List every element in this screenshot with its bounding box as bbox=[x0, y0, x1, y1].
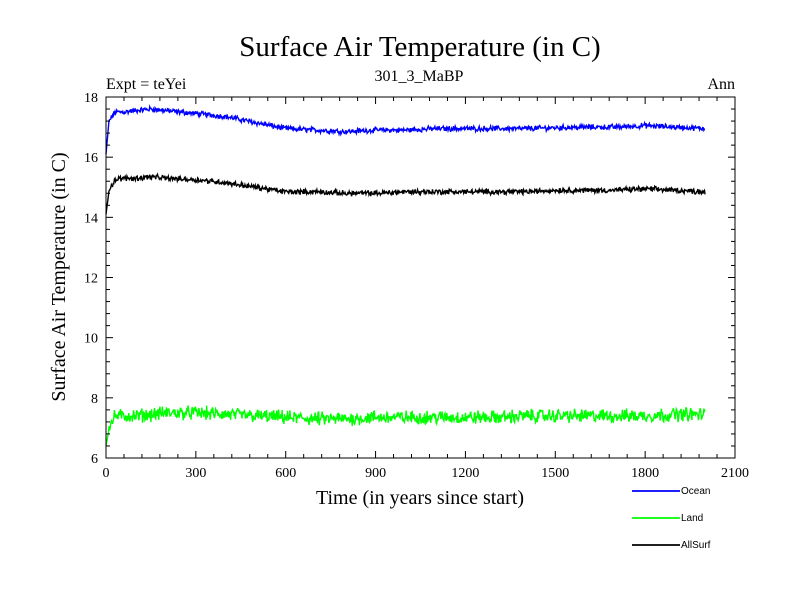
legend-label-allsurf: AllSurf bbox=[681, 540, 711, 551]
season-label: Ann bbox=[707, 76, 735, 93]
y-tick-label: 12 bbox=[84, 272, 98, 287]
run-label: 301_3_MaBP bbox=[375, 68, 464, 85]
y-axis-label: Surface Air Temperature (in C) bbox=[48, 152, 70, 401]
x-tick-label: 1500 bbox=[541, 466, 569, 481]
x-tick-label: 1800 bbox=[631, 466, 659, 481]
chart-title: Surface Air Temperature (in C) bbox=[239, 31, 600, 63]
series-layer bbox=[105, 104, 706, 447]
y-tick-label: 6 bbox=[91, 452, 98, 467]
series-line-allsurf bbox=[105, 172, 706, 215]
x-axis-label: Time (in years since start) bbox=[316, 487, 524, 509]
experiment-label: Expt = teYei bbox=[106, 76, 187, 93]
y-tick-label: 16 bbox=[84, 151, 98, 166]
legend: Ocean Land AllSurf bbox=[632, 486, 711, 551]
y-tick-label: 10 bbox=[84, 332, 98, 347]
x-tick-label: 900 bbox=[365, 466, 386, 481]
series-line-ocean bbox=[105, 104, 706, 155]
y-tick-label: 18 bbox=[84, 91, 98, 106]
x-tick-label: 1200 bbox=[451, 466, 479, 481]
legend-label-ocean: Ocean bbox=[681, 486, 710, 497]
y-tick-label: 14 bbox=[84, 211, 98, 226]
axes-layer: 0 300 600 900 1200 1500 1800 2100 6 8 10 12 14 16 18 bbox=[84, 91, 749, 481]
plot-frame bbox=[105, 96, 736, 459]
legend-label-land: Land bbox=[681, 513, 703, 524]
x-tick-label: 300 bbox=[185, 466, 206, 481]
y-tick-label: 8 bbox=[91, 392, 98, 407]
x-tick-label: 0 bbox=[103, 466, 110, 481]
x-tick-label: 2100 bbox=[721, 466, 749, 481]
series-line-land bbox=[105, 405, 706, 447]
x-tick-label: 600 bbox=[275, 466, 296, 481]
